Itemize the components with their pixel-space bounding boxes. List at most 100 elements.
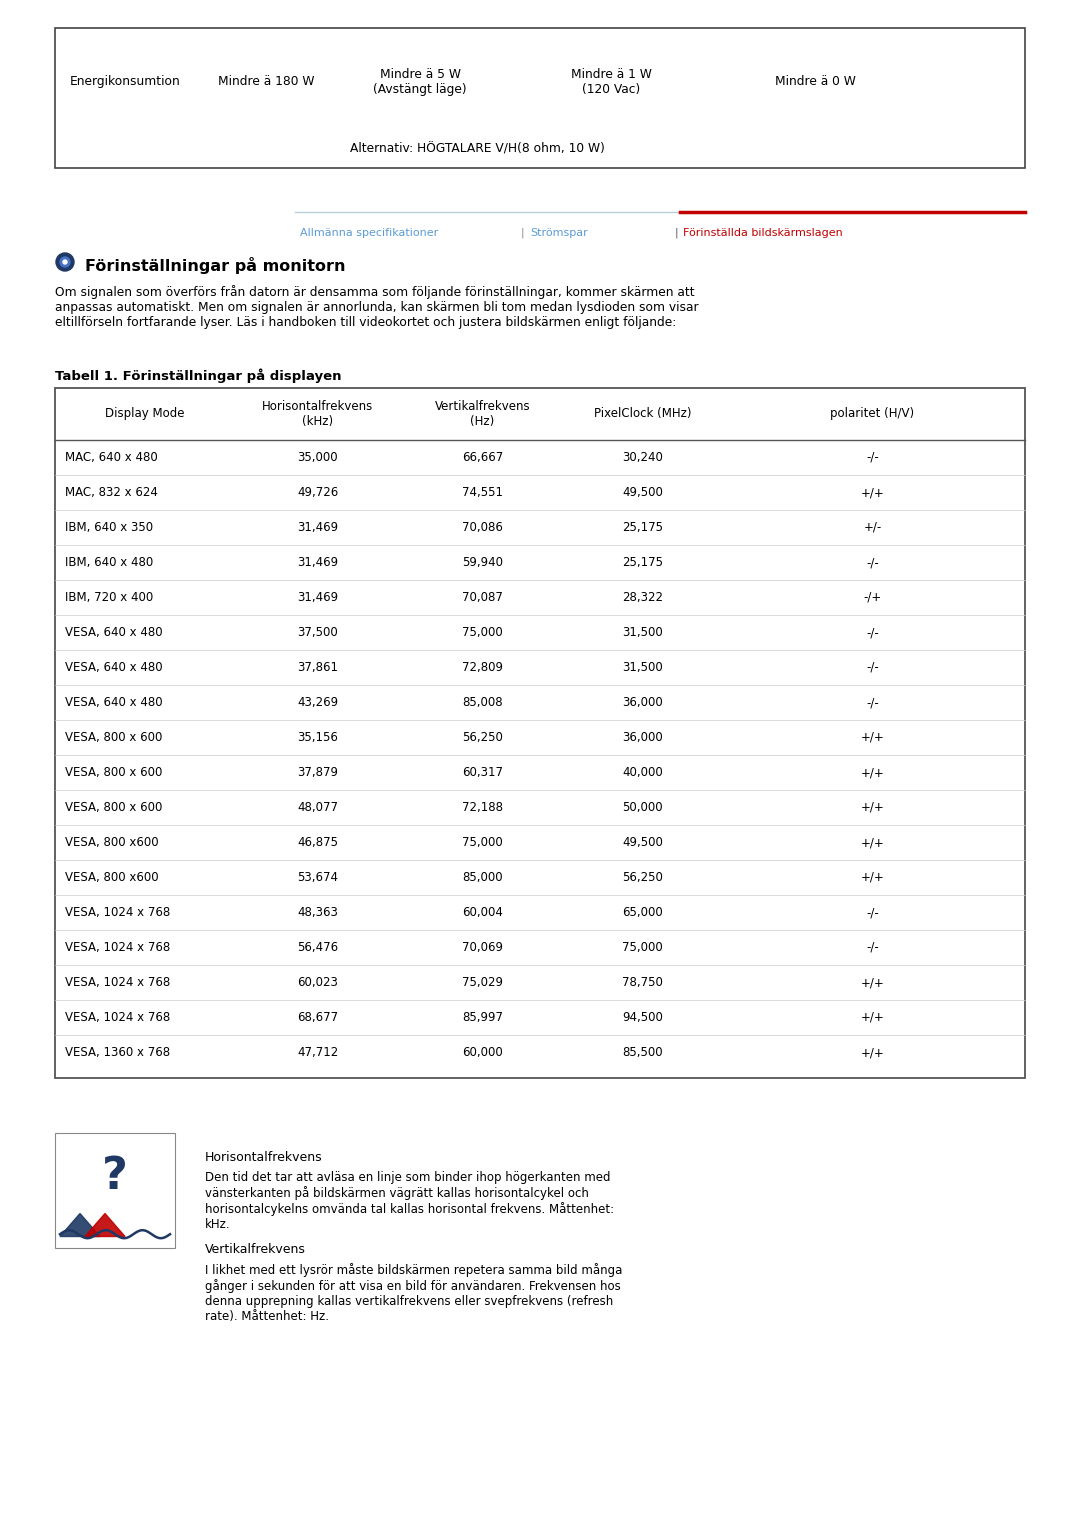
Text: Energikonsumtion: Energikonsumtion	[70, 75, 180, 89]
Text: 25,175: 25,175	[622, 521, 663, 533]
Text: -/-: -/-	[866, 906, 879, 918]
Text: PixelClock (MHz): PixelClock (MHz)	[594, 408, 691, 420]
Text: -/-: -/-	[866, 451, 879, 465]
Text: 43,269: 43,269	[297, 695, 338, 709]
Text: 72,188: 72,188	[462, 801, 503, 814]
Text: -/-: -/-	[866, 626, 879, 639]
Text: VESA, 800 x 600: VESA, 800 x 600	[65, 801, 162, 814]
Text: 85,008: 85,008	[462, 695, 503, 709]
Text: Förinställningar på monitorn: Förinställningar på monitorn	[85, 257, 346, 274]
Text: -/-: -/-	[866, 941, 879, 953]
Text: 56,476: 56,476	[297, 941, 338, 953]
Text: Mindre ä 180 W: Mindre ä 180 W	[218, 75, 314, 89]
Text: +/+: +/+	[861, 730, 885, 744]
Text: +/+: +/+	[861, 836, 885, 850]
Text: 60,317: 60,317	[462, 766, 503, 779]
Text: VESA, 1024 x 768: VESA, 1024 x 768	[65, 906, 171, 918]
Text: 46,875: 46,875	[297, 836, 338, 850]
Text: 68,677: 68,677	[297, 1012, 338, 1024]
Text: -/-: -/-	[866, 695, 879, 709]
Text: +/+: +/+	[861, 1012, 885, 1024]
Polygon shape	[85, 1213, 125, 1236]
Text: VESA, 1360 x 768: VESA, 1360 x 768	[65, 1047, 171, 1059]
Text: 40,000: 40,000	[622, 766, 663, 779]
Text: |: |	[675, 228, 678, 238]
Text: ?: ?	[103, 1155, 127, 1198]
Text: 53,674: 53,674	[297, 871, 338, 885]
Text: VESA, 800 x 600: VESA, 800 x 600	[65, 766, 162, 779]
Text: 49,500: 49,500	[622, 486, 663, 500]
Text: 60,023: 60,023	[297, 976, 338, 989]
Text: 49,500: 49,500	[622, 836, 663, 850]
Text: I likhet med ett lysrör måste bildskärmen repetera samma bild många
gånger i sek: I likhet med ett lysrör måste bildskärme…	[205, 1264, 622, 1323]
Text: 56,250: 56,250	[462, 730, 503, 744]
Text: Den tid det tar att avläsa en linje som binder ihop högerkanten med
vänsterkante: Den tid det tar att avläsa en linje som …	[205, 1170, 615, 1232]
Text: 48,077: 48,077	[297, 801, 338, 814]
Bar	[55, 28, 1025, 168]
Text: 66,667: 66,667	[462, 451, 503, 465]
Text: +/+: +/+	[861, 801, 885, 814]
Text: 85,997: 85,997	[462, 1012, 503, 1024]
Text: Allmänna specifikationer: Allmänna specifikationer	[300, 228, 438, 238]
Text: 75,000: 75,000	[622, 941, 663, 953]
Text: 36,000: 36,000	[622, 730, 663, 744]
Circle shape	[63, 260, 67, 264]
Text: Mindre ä 1 W
(120 Vac): Mindre ä 1 W (120 Vac)	[570, 69, 651, 96]
Text: 31,469: 31,469	[297, 591, 338, 604]
Text: Mindre ä 0 W: Mindre ä 0 W	[775, 75, 855, 89]
Text: 31,469: 31,469	[297, 556, 338, 568]
Text: -/+: -/+	[863, 591, 881, 604]
Text: Mindre ä 5 W
(Avstängt läge): Mindre ä 5 W (Avstängt läge)	[374, 69, 467, 96]
Text: Vertikalfrekvens
(Hz): Vertikalfrekvens (Hz)	[434, 400, 530, 428]
Text: VESA, 640 x 480: VESA, 640 x 480	[65, 662, 163, 674]
Text: 60,000: 60,000	[462, 1047, 503, 1059]
Text: 85,000: 85,000	[462, 871, 503, 885]
Text: 59,940: 59,940	[462, 556, 503, 568]
Text: 50,000: 50,000	[622, 801, 663, 814]
Text: VESA, 800 x600: VESA, 800 x600	[65, 871, 159, 885]
Text: VESA, 800 x 600: VESA, 800 x 600	[65, 730, 162, 744]
Text: |: |	[521, 228, 525, 238]
Text: 70,069: 70,069	[462, 941, 503, 953]
Bar	[55, 388, 1025, 1077]
Text: IBM, 640 x 480: IBM, 640 x 480	[65, 556, 153, 568]
Text: Tabell 1. Förinställningar på displayen: Tabell 1. Förinställningar på displayen	[55, 368, 341, 382]
Text: 94,500: 94,500	[622, 1012, 663, 1024]
Text: 25,175: 25,175	[622, 556, 663, 568]
Text: VESA, 1024 x 768: VESA, 1024 x 768	[65, 1012, 171, 1024]
Polygon shape	[60, 1213, 100, 1236]
Text: Förinställda bildskärmslagen: Förinställda bildskärmslagen	[683, 228, 842, 238]
Text: Om signalen som överförs från datorn är densamma som följande förinställningar, : Om signalen som överförs från datorn är …	[55, 286, 699, 329]
Text: 70,087: 70,087	[462, 591, 503, 604]
Text: 60,004: 60,004	[462, 906, 503, 918]
Text: 31,500: 31,500	[622, 662, 663, 674]
Text: -/-: -/-	[866, 556, 879, 568]
Text: 65,000: 65,000	[622, 906, 663, 918]
Text: MAC, 832 x 624: MAC, 832 x 624	[65, 486, 158, 500]
Text: +/+: +/+	[861, 766, 885, 779]
Text: 31,500: 31,500	[622, 626, 663, 639]
Circle shape	[56, 254, 75, 270]
Text: 72,809: 72,809	[462, 662, 503, 674]
Text: +/+: +/+	[861, 486, 885, 500]
Text: 70,086: 70,086	[462, 521, 503, 533]
Text: 48,363: 48,363	[297, 906, 338, 918]
Text: +/+: +/+	[861, 976, 885, 989]
Text: MAC, 640 x 480: MAC, 640 x 480	[65, 451, 158, 465]
Text: Strömspar: Strömspar	[530, 228, 588, 238]
Text: 75,000: 75,000	[462, 836, 503, 850]
Text: 37,861: 37,861	[297, 662, 338, 674]
Text: VESA, 1024 x 768: VESA, 1024 x 768	[65, 941, 171, 953]
Text: 56,250: 56,250	[622, 871, 663, 885]
Text: 78,750: 78,750	[622, 976, 663, 989]
Text: VESA, 800 x600: VESA, 800 x600	[65, 836, 159, 850]
Text: VESA, 640 x 480: VESA, 640 x 480	[65, 695, 163, 709]
Text: 30,240: 30,240	[622, 451, 663, 465]
Text: 35,000: 35,000	[297, 451, 338, 465]
Text: 85,500: 85,500	[622, 1047, 663, 1059]
Text: +/+: +/+	[861, 871, 885, 885]
Text: 31,469: 31,469	[297, 521, 338, 533]
Text: 28,322: 28,322	[622, 591, 663, 604]
Text: +/-: +/-	[863, 521, 881, 533]
Text: Alternativ: HÖGTALARE V/H(8 ohm, 10 W): Alternativ: HÖGTALARE V/H(8 ohm, 10 W)	[350, 144, 605, 156]
